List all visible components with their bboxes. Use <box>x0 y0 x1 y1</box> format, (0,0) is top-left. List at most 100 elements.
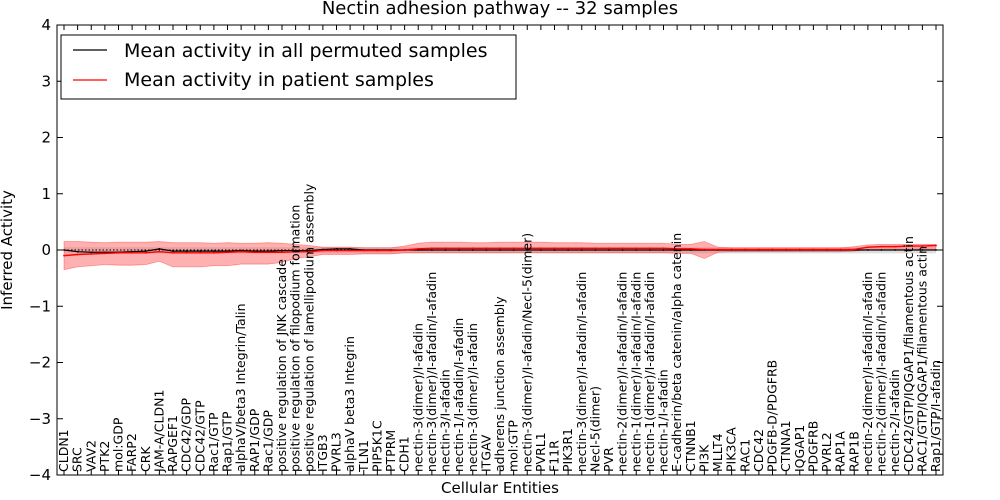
permuted-point-29 <box>458 249 461 251</box>
x-category-label-30: nectin-3(dimer)/I-afadin <box>465 323 480 472</box>
x-category-label-61: nectin-2/I-afadin <box>887 369 902 472</box>
x-category-label-29: nectin-1/I-afadin/I-afadin <box>451 318 466 472</box>
patient-point-62 <box>907 245 910 247</box>
patient-point-56 <box>826 248 828 251</box>
patient-point-10 <box>199 251 202 254</box>
x-category-label-27: nectin-3(dimer)/I-afadin/I-afadin <box>424 272 439 472</box>
x-category-label-53: CTNNA1 <box>778 420 793 472</box>
patient-point-45 <box>676 247 679 250</box>
patient-point-15 <box>267 251 270 254</box>
y-tick-label-5: 1 <box>41 185 51 203</box>
x-category-label-38: nectin-3(dimer)/I-afadin/I-afadin <box>574 272 589 472</box>
permuted-point-9 <box>185 250 188 253</box>
permuted-point-8 <box>172 250 174 253</box>
patient-point-33 <box>512 247 515 250</box>
x-category-label-0: CLDN1 <box>56 429 71 472</box>
x-category-label-52: PDGFB-D/PDGFRB <box>765 360 780 472</box>
permuted-point-37 <box>567 249 570 251</box>
patient-point-11 <box>212 251 215 254</box>
permuted-point-27 <box>430 249 433 251</box>
patient-point-13 <box>240 250 243 253</box>
x-category-label-20: PVRL3 <box>329 432 344 472</box>
permuted-point-64 <box>935 249 937 251</box>
permuted-point-16 <box>281 249 283 252</box>
permuted-point-1 <box>76 250 79 253</box>
x-category-label-44: nectin-1/I-afadin <box>656 369 671 472</box>
permuted-point-21 <box>349 247 352 250</box>
x-category-label-56: PVRL2 <box>819 432 834 472</box>
patient-point-23 <box>376 249 379 252</box>
x-category-label-10: CDC42/GTP <box>192 400 207 472</box>
patient-point-20 <box>335 249 338 252</box>
chart-title: Nectin adhesion pathway -- 32 samples <box>322 0 678 19</box>
x-category-label-17: positive regulation of filopodium format… <box>288 205 303 472</box>
patient-point-27 <box>430 247 433 250</box>
patient-point-18 <box>308 250 311 253</box>
patient-point-36 <box>553 247 556 250</box>
x-category-label-15: Rac1/GDP <box>260 410 275 472</box>
patient-point-24 <box>390 249 392 252</box>
x-axis-label: Cellular Entities <box>441 479 559 497</box>
permuted-point-0 <box>63 249 65 251</box>
permuted-point-36 <box>553 249 556 251</box>
patient-point-34 <box>526 247 529 250</box>
x-category-label-59: nectin-2(dimer)/I-afadin/I-afadin <box>860 272 875 472</box>
y-axis-label: Inferred Activity <box>0 190 16 310</box>
patient-point-35 <box>539 247 542 250</box>
patient-point-42 <box>635 247 638 250</box>
patient-point-9 <box>185 251 188 254</box>
legend-label-patient: Mean activity in patient samples <box>124 69 434 91</box>
x-category-label-31: ITGAV <box>478 434 493 472</box>
x-category-label-4: mol:GDP <box>111 417 126 472</box>
x-category-label-43: nectin-1(dimer)/I-afadin/I-afadin <box>642 272 657 472</box>
patient-point-16 <box>281 251 283 254</box>
permuted-point-43 <box>648 249 651 251</box>
permuted-point-59 <box>866 249 869 251</box>
x-axis: CLDN1SRCVAV2PTK2mol:GDPFARP2CRKJAM-A/CLD… <box>56 25 943 475</box>
permuted-point-6 <box>144 250 147 253</box>
x-category-label-49: PIK3CA <box>724 427 739 472</box>
x-category-label-62: CDC42/GTP/IQGAP1/filamentous actin <box>901 236 916 472</box>
permuted-point-30 <box>471 249 474 251</box>
y-tick-label-4: 0 <box>41 241 51 259</box>
y-axis: −4 −3 −2 −1 0 1 2 3 4 <box>29 16 943 484</box>
patient-point-0 <box>63 254 65 257</box>
permuted-point-33 <box>512 249 515 251</box>
patient-point-12 <box>226 251 229 254</box>
x-category-label-11: Rac1/GTP <box>206 412 221 472</box>
patient-point-39 <box>594 247 597 250</box>
patient-point-1 <box>76 253 79 256</box>
patient-point-25 <box>403 249 406 251</box>
x-category-label-40: PVR <box>601 447 616 472</box>
permuted-point-31 <box>485 249 488 251</box>
x-category-label-47: PI3K <box>696 444 711 472</box>
x-category-label-42: nectin-1(dimer)/I-afadin/I-afadin <box>628 272 643 472</box>
patient-point-46 <box>689 247 692 250</box>
y-tick-label-2: −2 <box>29 354 51 372</box>
patient-point-52 <box>771 248 774 251</box>
x-category-label-19: ITGB3 <box>315 434 330 472</box>
permuted-point-42 <box>635 249 638 251</box>
patient-point-31 <box>485 247 488 250</box>
permuted-point-62 <box>907 249 910 251</box>
y-tick-label-6: 2 <box>41 129 51 147</box>
x-category-label-39: Necl-5(dimer) <box>587 386 602 472</box>
x-category-label-25: CDH1 <box>397 436 412 472</box>
permuted-point-40 <box>608 249 610 251</box>
y-tick-label-1: −3 <box>29 410 51 428</box>
x-category-label-54: IQGAP1 <box>792 425 807 472</box>
permuted-point-2 <box>90 251 93 254</box>
patient-point-58 <box>853 248 856 251</box>
patient-point-17 <box>294 250 297 253</box>
x-category-label-1: SRC <box>70 447 85 472</box>
patient-point-44 <box>662 247 665 250</box>
x-category-label-63: RAC1/GTP/IQGAP1/filamentous actin <box>914 246 929 472</box>
permuted-point-34 <box>526 249 529 251</box>
x-category-label-60: nectin-2(dimer)/I-afadin/I-afadin <box>874 272 889 472</box>
x-category-label-58: RAP1B <box>846 431 861 472</box>
y-tick-label-0: −4 <box>29 466 51 484</box>
x-category-label-51: CDC42 <box>751 429 766 472</box>
patient-point-50 <box>744 248 747 251</box>
patient-point-57 <box>839 248 842 251</box>
